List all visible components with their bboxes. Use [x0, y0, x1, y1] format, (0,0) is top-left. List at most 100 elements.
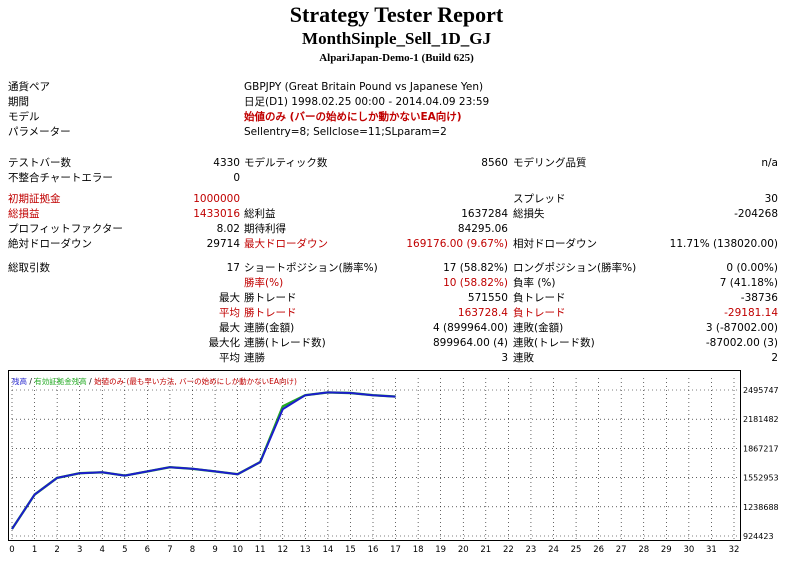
short-positions-value: 17 (58.82%) — [443, 262, 508, 274]
largest-win-value: 571550 — [467, 292, 508, 304]
largest-loss-label: 負トレード — [513, 292, 566, 304]
avg-consecutive-losses-value: 2 — [771, 352, 778, 364]
params-label: パラメーター — [8, 126, 71, 138]
x-tick-label: 5 — [122, 545, 127, 555]
max-drawdown-label: 最大ドローダウン — [244, 238, 328, 250]
absolute-drawdown-value: 29714 — [206, 238, 240, 250]
absolute-drawdown-label: 絶対ドローダウン — [8, 238, 92, 250]
win-rate-label: 勝率(%) — [244, 277, 284, 289]
spread-label: スプレッド — [513, 193, 566, 205]
legend-model: 始値のみ (最も早い方法, バーの始めにしか動かないEA向け) — [94, 376, 297, 386]
x-tick-label: 31 — [706, 545, 717, 555]
period-value: 日足(D1) 1998.02.25 00:00 - 2014.04.09 23:… — [244, 96, 490, 108]
long-positions-value: 0 (0.00%) — [726, 262, 778, 274]
chart-series — [10, 391, 396, 530]
mismatch-value: 0 — [233, 172, 240, 184]
short-positions-label: ショートポジション(勝率%) — [244, 262, 378, 274]
symbol-value: GBPJPY (Great Britain Pound vs Japanese … — [244, 81, 484, 93]
y-tick-label: 1867217 — [743, 444, 779, 453]
gross-profit-label: 総利益 — [244, 208, 276, 220]
x-tick-label: 3 — [77, 545, 82, 555]
total-trades-value: 17 — [226, 262, 240, 274]
profit-factor-label: プロフィットファクター — [8, 223, 123, 235]
x-tick-label: 28 — [638, 545, 649, 555]
long-positions-label: ロングポジション(勝率%) — [513, 262, 637, 274]
x-tick-label: 21 — [480, 545, 491, 555]
deposit-label: 初期証拠金 — [8, 193, 61, 205]
x-tick-label: 22 — [503, 545, 514, 555]
expert-name: MonthSinple_Sell_1D_GJ — [302, 29, 491, 48]
x-tick-label: 12 — [277, 545, 288, 555]
legend-separator-1: / — [27, 377, 34, 386]
quality-value: n/a — [761, 157, 778, 169]
legend-balance: 残高 — [12, 376, 27, 386]
y-tick-label: 924423 — [743, 532, 774, 541]
x-tick-label: 18 — [413, 545, 424, 555]
average-loss-label: 負トレード — [513, 307, 566, 319]
y-tick-label: 2181482 — [743, 415, 779, 424]
consecutive-loss-count-label: 連敗(トレード数) — [513, 337, 595, 349]
x-tick-label: 6 — [145, 545, 150, 555]
x-tick-label: 1 — [32, 545, 37, 555]
x-tick-label: 0 — [9, 545, 14, 555]
x-tick-label: 15 — [345, 545, 356, 555]
y-tick-label: 1552953 — [743, 474, 779, 483]
series-line — [11, 391, 396, 530]
x-tick-label: 30 — [683, 545, 694, 555]
period-label: 期間 — [8, 96, 29, 108]
x-tick-label: 10 — [232, 545, 243, 555]
total-profit-label: 総損益 — [8, 208, 40, 220]
gross-loss-value: -204268 — [734, 208, 778, 220]
x-tick-label: 14 — [322, 545, 333, 555]
x-tick-label: 4 — [100, 545, 105, 555]
report-title: Strategy Tester Report — [289, 2, 504, 27]
x-tick-label: 20 — [458, 545, 469, 555]
deposit-value: 1000000 — [193, 193, 240, 205]
spread-value: 30 — [764, 193, 778, 205]
ticks-label: モデルティック数 — [244, 157, 328, 169]
largest-win-label: 勝トレード — [244, 292, 297, 304]
avg-consecutive-wins-label: 連勝 — [244, 352, 265, 364]
loss-rate-value: 7 (41.18%) — [719, 277, 778, 289]
expected-payoff-label: 期待利得 — [244, 223, 286, 235]
x-tick-label: 23 — [526, 545, 537, 555]
y-tick-label: 2495747 — [743, 386, 779, 395]
consecutive-profit-label: 連勝(トレード数) — [244, 337, 326, 349]
x-tick-label: 29 — [661, 545, 672, 555]
quality-label: モデリング品質 — [513, 157, 587, 169]
max-drawdown-value: 169176.00 (9.67%) — [406, 238, 508, 250]
chart-frame — [8, 370, 741, 541]
x-tick-label: 25 — [571, 545, 582, 555]
relative-drawdown-value: 11.71% (138020.00) — [669, 238, 778, 250]
total-profit-value: 1433016 — [193, 208, 240, 220]
total-trades-label: 総取引数 — [8, 262, 50, 274]
loss-rate-label: 負率 (%) — [513, 277, 556, 289]
account-server: AlpariJapan-Demo-1 (Build 625) — [319, 52, 474, 64]
x-tick-label: 24 — [548, 545, 559, 555]
x-tick-label: 8 — [190, 545, 195, 555]
avg-consecutive-losses-label: 連敗 — [513, 352, 534, 364]
legend-equity: 有効証拠金残高 — [34, 376, 87, 386]
x-tick-label: 17 — [390, 545, 401, 555]
average-label: 平均 — [219, 307, 240, 319]
gross-profit-value: 1637284 — [461, 208, 508, 220]
gross-loss-label: 総損失 — [513, 208, 545, 220]
bars-label: テストバー数 — [8, 157, 71, 169]
average-win-label: 勝トレード — [244, 307, 297, 319]
consecutive-loss-count-value: -87002.00 (3) — [705, 337, 778, 349]
x-axis-ticks: 0 1 2 3 4 5 6 7 8 9 10 11 12 13 14 15 16 17 18 19 20 21 22 23 24… — [9, 545, 739, 555]
win-rate-value: 10 (58.82%) — [443, 277, 508, 289]
profit-factor-value: 8.02 — [216, 223, 240, 235]
x-tick-label: 13 — [300, 545, 311, 555]
largest-label: 最大 — [219, 292, 240, 304]
consecutive-losses-money-value: 3 (-87002.00) — [705, 322, 778, 334]
balance-chart: 0 1 2 3 4 5 6 7 8 9 10 11 12 13 14 15 16 17 18 19 20 21 22 23 24… — [8, 370, 779, 555]
x-tick-label: 2 — [54, 545, 59, 555]
x-tick-label: 11 — [255, 545, 266, 555]
mismatch-label: 不整合チャートエラー — [8, 172, 113, 184]
x-tick-label: 32 — [729, 545, 740, 555]
symbol-label: 通貨ペア — [8, 81, 50, 93]
ticks-value: 8560 — [481, 157, 508, 169]
x-tick-label: 9 — [212, 545, 217, 555]
bars-value: 4330 — [213, 157, 240, 169]
